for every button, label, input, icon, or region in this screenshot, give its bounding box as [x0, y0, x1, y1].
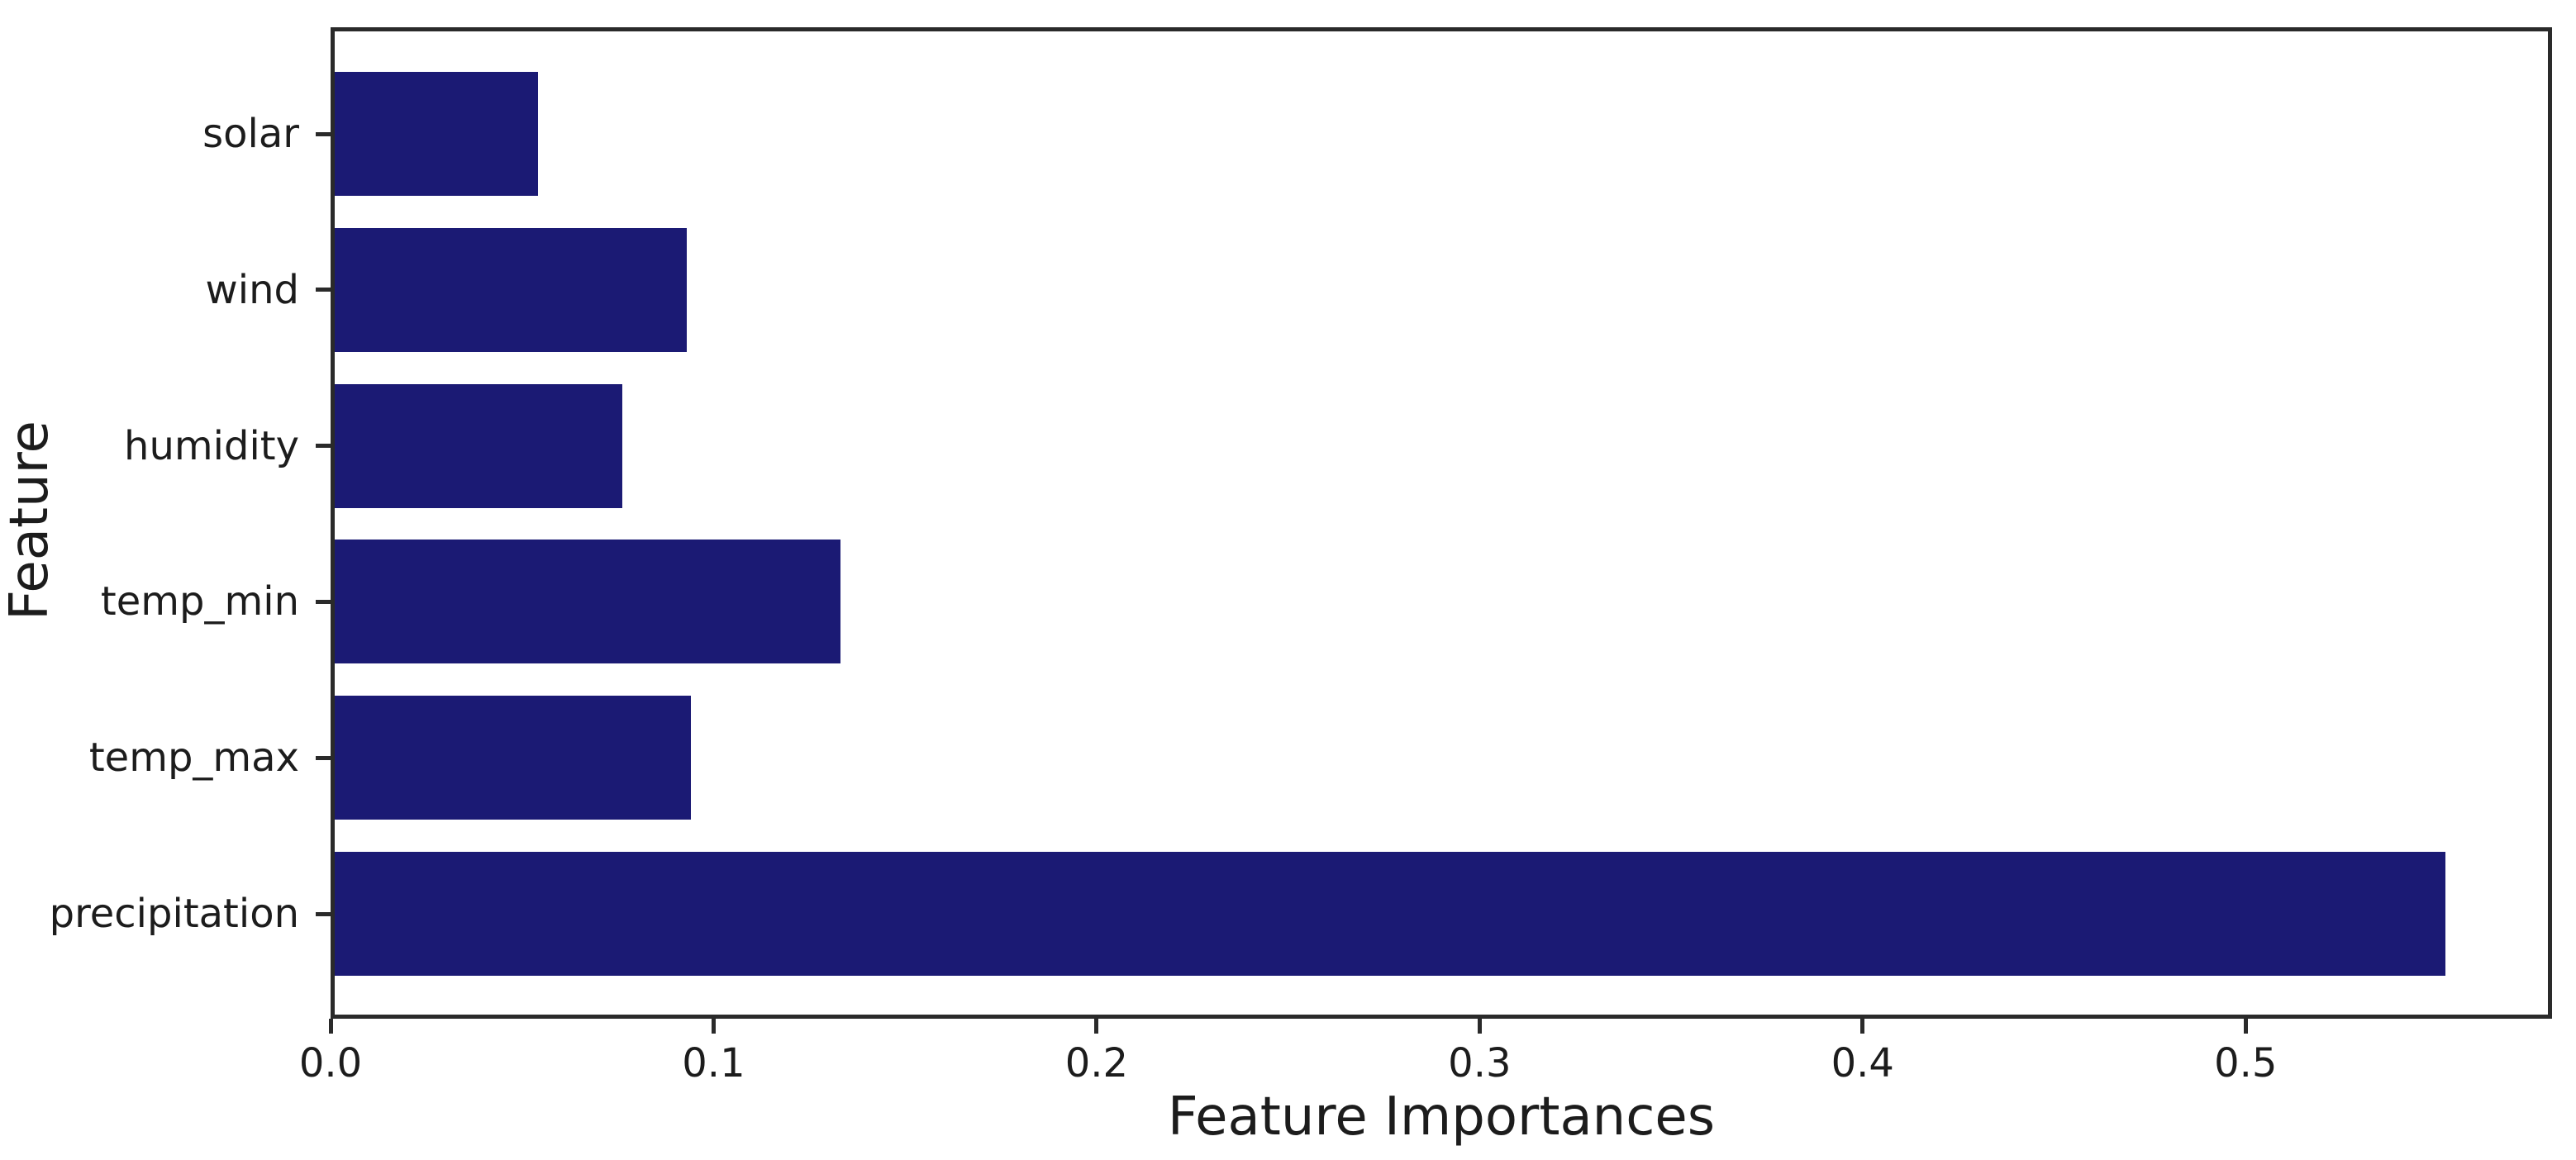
x-tick-label-0.4: 0.4	[1831, 1040, 1894, 1086]
y-tick-label-precipitation: precipitation	[49, 891, 299, 937]
x-axis-title: Feature Importances	[1167, 1086, 1716, 1148]
y-tick-label-humidity: humidity	[124, 422, 299, 469]
y-tick-label-solar: solar	[202, 111, 299, 157]
x-tick-mark	[328, 1019, 333, 1034]
x-tick-mark	[1860, 1019, 1865, 1034]
x-tick-mark	[2243, 1019, 2248, 1034]
y-tick-mark	[316, 288, 331, 292]
x-tick-mark	[1477, 1019, 1482, 1034]
bar-precipitation	[335, 852, 2445, 976]
y-tick-label-wind: wind	[205, 266, 299, 313]
x-tick-mark	[1094, 1019, 1099, 1034]
y-tick-mark	[316, 599, 331, 604]
bar-temp_min	[335, 540, 840, 664]
y-tick-label-temp_max: temp_max	[88, 735, 299, 782]
x-tick-label-0.2: 0.2	[1064, 1040, 1129, 1086]
bar-temp_max	[335, 696, 691, 820]
bar-wind	[335, 227, 687, 352]
x-tick-label-0.0: 0.0	[298, 1040, 363, 1086]
y-tick-mark	[316, 444, 331, 449]
y-tick-mark	[316, 755, 331, 760]
x-tick-label-0.1: 0.1	[682, 1040, 745, 1086]
y-tick-label-temp_min: temp_min	[100, 578, 299, 625]
x-tick-label-0.3: 0.3	[1448, 1040, 1512, 1086]
y-tick-mark	[316, 911, 331, 916]
x-tick-label-0.5: 0.5	[2214, 1040, 2278, 1086]
bar-solar	[335, 72, 538, 196]
bar-humidity	[335, 383, 622, 508]
x-tick-mark	[711, 1019, 716, 1034]
y-tick-mark	[316, 131, 331, 136]
plot-area	[331, 27, 2552, 1019]
